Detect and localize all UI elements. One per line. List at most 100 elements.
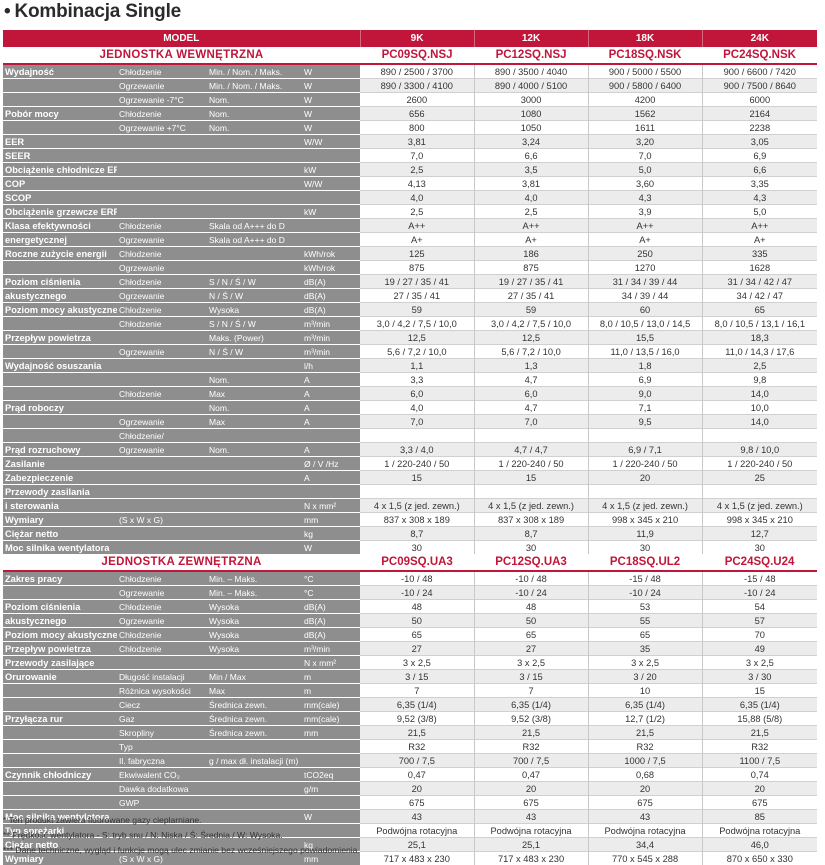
value-cell: 2600 [360,93,474,107]
row-sublabel: Chłodzenie [117,247,207,261]
row-mode: Nom. [207,121,302,135]
value-cell: 3 x 2,5 [702,656,817,670]
row-sublabel [117,499,207,513]
value-cell: 4,0 [474,191,588,205]
row-sublabel [117,527,207,541]
value-cell: 20 [474,782,588,796]
value-cell: 900 / 7500 / 8640 [702,79,817,93]
value-cell: 3,5 [474,163,588,177]
row-unit: W [302,121,360,135]
value-cell: 998 x 345 x 210 [588,513,702,527]
value-cell: 6,35 (1/4) [360,698,474,712]
value-cell: 11,0 / 13,5 / 16,0 [588,345,702,359]
value-cell: 12,7 [702,527,817,541]
value-cell: 4,13 [360,177,474,191]
value-cell [702,429,817,443]
row-label: Wydajność [3,64,117,79]
value-cell: 15 [360,471,474,485]
row-unit: dB(A) [302,614,360,628]
value-cell: 31 / 34 / 42 / 47 [702,275,817,289]
row-unit: m [302,684,360,698]
row-unit: dB(A) [302,303,360,317]
value-cell: 55 [588,614,702,628]
value-cell: 125 [360,247,474,261]
model-col-9k: 9K [360,30,474,47]
row-sublabel: Il. fabryczna [117,754,207,768]
value-cell: 30 [474,541,588,555]
value-cell: 1,3 [474,359,588,373]
value-cell: 3000 [474,93,588,107]
value-cell: 1080 [474,107,588,121]
value-cell: 5,0 [588,163,702,177]
row-sublabel [117,541,207,555]
value-cell: -10 / 24 [702,586,817,600]
row-label: Obciążenie chłodnicze ERP [3,163,117,177]
row-label: Prąd rozruchowy [3,443,117,457]
row-label: Przewody zasilające [3,656,117,670]
row-label: Poziom ciśnienia [3,600,117,614]
row-unit: dB(A) [302,600,360,614]
value-cell: 21,5 [474,726,588,740]
value-cell: 6000 [702,93,817,107]
row-mode: Wysoka [207,628,302,642]
value-cell: 21,5 [360,726,474,740]
row-unit: W [302,93,360,107]
value-cell: Podwójna rotacyjna [702,824,817,838]
value-cell: 8,7 [360,527,474,541]
row-label: Wydajność osuszania [3,359,117,373]
row-unit: m [302,670,360,684]
row-sublabel: Ogrzewanie [117,261,207,275]
value-cell: 27 / 35 / 41 [360,289,474,303]
value-cell: 4 x 1,5 (z jed. zewn.) [588,499,702,513]
value-cell: 1562 [588,107,702,121]
row-unit: A [302,415,360,429]
value-cell: 9,5 [588,415,702,429]
value-cell: 10 [588,684,702,698]
row-mode: Skala od A+++ do D [207,233,302,247]
value-cell [702,485,817,499]
value-cell: 25,1 [474,838,588,852]
value-cell: 34,4 [588,838,702,852]
row-unit: A [302,387,360,401]
value-cell: 49 [702,642,817,656]
row-sublabel [117,149,207,163]
row-sublabel: Chłodzenie [117,317,207,331]
value-cell: -10 / 48 [360,571,474,586]
row-label [3,373,117,387]
value-cell: -10 / 24 [360,586,474,600]
value-cell: 25 [702,471,817,485]
indoor-model-9k: PC09SQ.NSJ [360,47,474,64]
value-cell: 9,52 (3/8) [360,712,474,726]
value-cell: A+ [474,233,588,247]
row-mode: Nom. [207,443,302,457]
row-label: Klasa efektywności [3,219,117,233]
value-cell: Podwójna rotacyjna [474,824,588,838]
value-cell: 0,68 [588,768,702,782]
model-col-24k: 24K [702,30,817,47]
row-label: Prąd roboczy [3,401,117,415]
row-mode [207,457,302,471]
value-cell: 65 [702,303,817,317]
value-cell: 65 [360,628,474,642]
value-cell: 8,7 [474,527,588,541]
value-cell: 890 / 3500 / 4040 [474,64,588,79]
value-cell: 65 [474,628,588,642]
row-mode: Min. / Nom. / Maks. [207,79,302,93]
row-mode [207,499,302,513]
row-label [3,387,117,401]
row-sublabel: Ogrzewanie +7°C [117,121,207,135]
value-cell: 7 [474,684,588,698]
row-sublabel: Ogrzewanie [117,233,207,247]
row-mode: Średnica zewn. [207,726,302,740]
row-unit: dB(A) [302,628,360,642]
